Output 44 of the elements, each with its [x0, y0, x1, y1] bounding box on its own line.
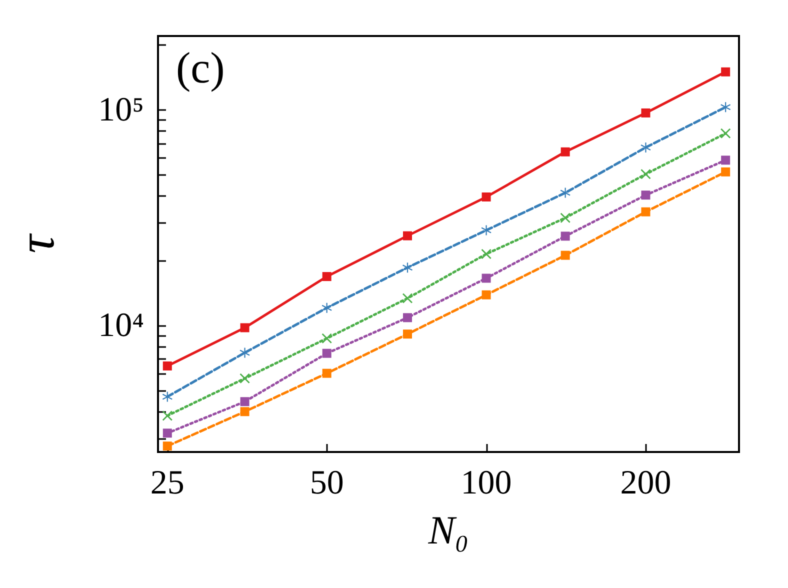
point [640, 142, 651, 152]
point [481, 225, 492, 236]
point [640, 169, 651, 180]
point [560, 232, 570, 241]
point [322, 302, 332, 313]
x-tick-label: 100 [460, 464, 512, 502]
point [322, 333, 332, 344]
point [641, 190, 650, 200]
point [721, 67, 730, 76]
x-tick-label: 25 [150, 464, 184, 502]
point [720, 102, 731, 112]
point [721, 156, 730, 165]
y-tick-label: 10⁴ [98, 307, 144, 344]
point [482, 192, 491, 202]
point [721, 167, 730, 176]
point [402, 262, 412, 273]
point [641, 207, 650, 216]
point [162, 442, 172, 451]
x-tick-label: 200 [620, 464, 672, 502]
point [402, 293, 412, 304]
y-axis-title: τ [8, 232, 66, 254]
annotation: (c) [176, 44, 225, 92]
point [481, 248, 492, 259]
point [482, 290, 491, 300]
point [560, 188, 570, 198]
point [403, 313, 412, 322]
point [162, 392, 172, 402]
point [560, 147, 570, 156]
point [403, 231, 412, 240]
y-tick-label: 10⁵ [98, 91, 144, 128]
point [162, 410, 172, 421]
point [560, 212, 570, 223]
point [322, 272, 332, 282]
point [482, 274, 491, 283]
point [403, 330, 412, 339]
x-axis-title: N₀ [427, 508, 469, 552]
point [720, 128, 731, 138]
point [560, 250, 570, 260]
x-tick-label: 50 [310, 464, 344, 502]
point [641, 108, 650, 118]
point [322, 368, 332, 378]
point [322, 348, 332, 358]
point [162, 361, 172, 370]
point [162, 428, 172, 438]
